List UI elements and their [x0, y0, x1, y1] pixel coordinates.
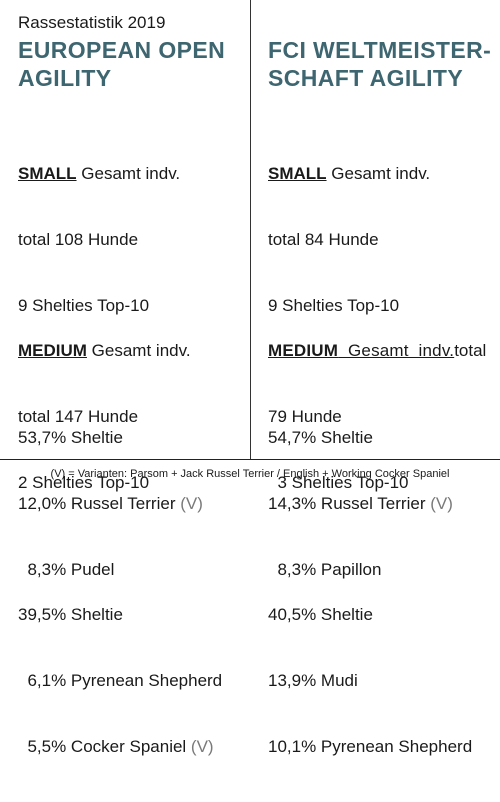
left-small-top10: 9 Shelties Top-10: [18, 296, 150, 315]
right-medium-stat: 13,9% Mudi: [268, 671, 358, 690]
right-small-top10: 9 Shelties Top-10: [268, 296, 400, 315]
left-medium-label: MEDIUM: [18, 341, 87, 360]
left-medium-label-rest: Gesamt indv.: [86, 341, 191, 360]
left-small-label: SMALL: [18, 164, 77, 183]
left-small-header: SMALL Gesamt indv.: [18, 163, 203, 185]
right-medium-stat: 40,5% Sheltie: [268, 605, 373, 624]
right-medium-label: MEDIUM Gesamt indv.: [268, 341, 455, 360]
left-small-label-rest: Gesamt indv.: [76, 164, 181, 183]
left-heading: EUROPEAN OPEN AGILITY: [18, 36, 225, 92]
right-small-total: total 84 Hunde: [268, 230, 379, 249]
left-small-total: total 108 Hunde: [18, 230, 139, 249]
right-medium-header: MEDIUM Gesamt indv.total: [268, 340, 486, 362]
left-medium-stat: 39,5% Sheltie: [18, 605, 123, 624]
left-medium-section: MEDIUM Gesamt indv. total 147 Hunde 2 Sh…: [18, 296, 222, 802]
right-medium-label-tail: total: [454, 341, 487, 360]
right-heading-line1: FCI WELTMEISTER-: [268, 37, 492, 63]
right-small-header: SMALL Gesamt indv.: [268, 163, 453, 185]
right-medium-stat: 10,1% Pyrenean Shepherd: [268, 737, 473, 756]
column-divider: [250, 0, 251, 459]
right-medium-total: 79 Hunde: [268, 407, 342, 426]
left-medium-top10: 2 Shelties Top-10: [18, 473, 150, 492]
left-small-stat: 53,7% Sheltie: [18, 428, 123, 447]
right-heading-line2: SCHAFT AGILITY: [268, 65, 464, 91]
left-medium-total: total 147 Hunde: [18, 407, 139, 426]
right-medium-section: MEDIUM Gesamt indv.total 79 Hunde 3 Shel…: [268, 296, 486, 802]
left-medium-stat: 6,1% Pyrenean Shepherd: [18, 671, 223, 690]
left-heading-line1: EUROPEAN OPEN: [18, 37, 226, 63]
left-heading-line2: AGILITY: [18, 65, 112, 91]
right-small-stat: 54,7% Sheltie: [268, 428, 373, 447]
footer-note: (V) = Varianten: Parsom + Jack Russel Te…: [0, 459, 500, 489]
right-medium-top10: 3 Shelties Top-10: [268, 473, 409, 492]
right-small-label: SMALL: [268, 164, 327, 183]
right-heading: FCI WELTMEISTER- SCHAFT AGILITY: [268, 36, 491, 92]
left-medium-stat: 5,5% Cocker Spaniel (V): [18, 737, 214, 756]
right-small-label-rest: Gesamt indv.: [326, 164, 431, 183]
page-subtitle: Rassestatistik 2019: [18, 13, 166, 32]
left-medium-header: MEDIUM Gesamt indv.: [18, 340, 222, 362]
